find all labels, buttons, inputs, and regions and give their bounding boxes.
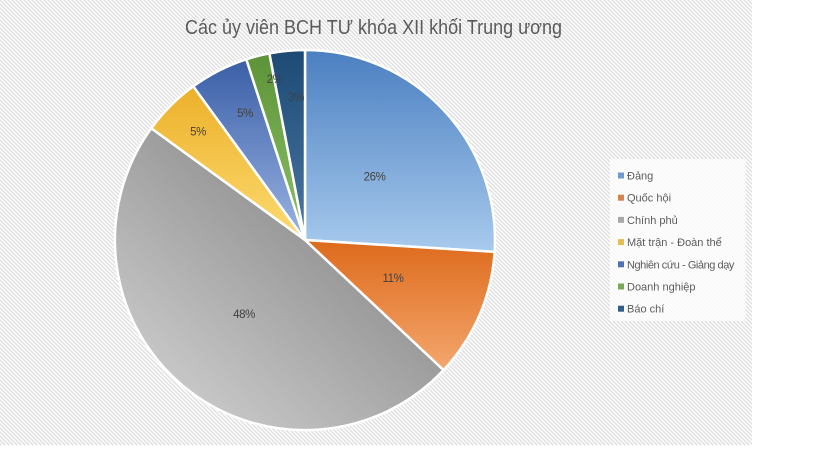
- svg-text:Doanh nghiệp: Doanh nghiệp: [627, 282, 696, 294]
- svg-text:Chính phủ: Chính phủ: [627, 215, 678, 227]
- svg-text:Báo chí: Báo chí: [627, 304, 664, 316]
- svg-text:Nghiên cứu - Giảng dạy: Nghiên cứu - Giảng dạy: [627, 259, 735, 271]
- svg-text:26%: 26%: [364, 172, 386, 184]
- svg-text:Mặt trận - Đoàn thể: Mặt trận - Đoàn thể: [627, 237, 722, 249]
- svg-text:5%: 5%: [237, 108, 253, 120]
- svg-text:48%: 48%: [233, 309, 255, 321]
- svg-text:Đảng: Đảng: [627, 171, 653, 183]
- svg-text:5%: 5%: [190, 127, 206, 139]
- svg-text:11%: 11%: [383, 273, 404, 285]
- svg-text:2%: 2%: [267, 74, 283, 86]
- svg-text:Các ủy viên BCH TƯ khóa XII kh: Các ủy viên BCH TƯ khóa XII khối Trung ư…: [185, 17, 562, 39]
- svg-text:Quốc hội: Quốc hội: [627, 193, 671, 205]
- svg-text:3%: 3%: [288, 92, 304, 104]
